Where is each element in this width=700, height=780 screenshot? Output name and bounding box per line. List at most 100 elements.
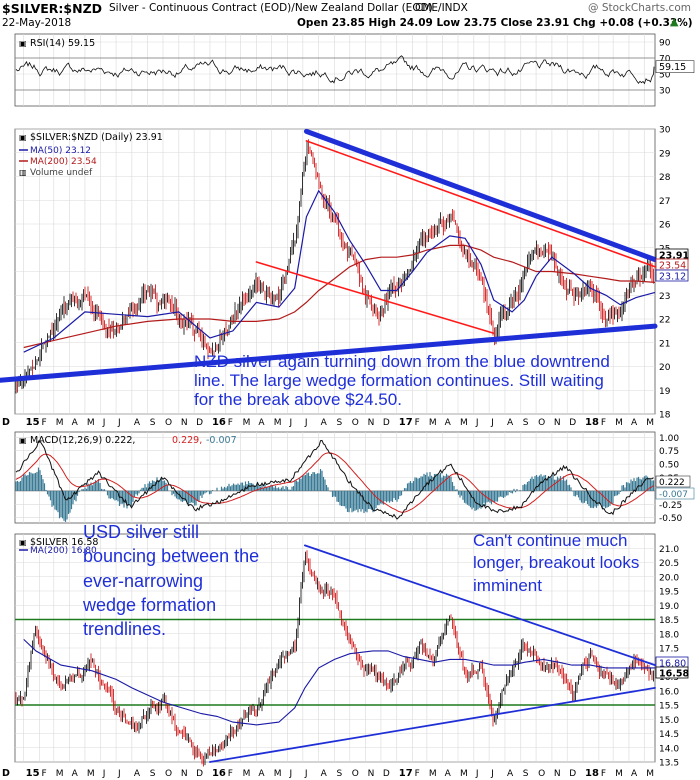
chart-labels: 3050709018192021222324252627282930-0.50-… bbox=[2, 38, 695, 779]
chart-marks bbox=[0, 55, 658, 767]
usd-tick-label: 14.5 bbox=[659, 730, 679, 740]
chart-date: 22-May-2018 bbox=[2, 17, 72, 29]
month-axis-label: M bbox=[87, 769, 95, 779]
month-axis-label: A bbox=[72, 769, 79, 779]
usd-ma200-legend: MA(200) 16.80 bbox=[30, 546, 97, 556]
breakout-annotation: Can't continue much longer, breakout loo… bbox=[473, 530, 639, 597]
price-tick-label: 26 bbox=[659, 221, 671, 231]
month-axis-label: 16 bbox=[212, 417, 226, 428]
month-axis-label: 18 bbox=[585, 417, 599, 428]
month-axis-label: N bbox=[554, 418, 561, 428]
month-axis-label: J bbox=[490, 769, 494, 779]
month-axis-label: A bbox=[134, 769, 141, 779]
month-axis-label: D bbox=[383, 769, 390, 779]
volume-legend-swatch: ▥ bbox=[19, 168, 27, 177]
month-axis-label: D bbox=[383, 418, 390, 428]
month-axis-label: J bbox=[102, 418, 106, 428]
usd-last-value-box bbox=[655, 666, 689, 679]
macd-hist-last-value: -0.007 bbox=[659, 490, 688, 500]
month-axis-label: 17 bbox=[399, 768, 413, 779]
month-axis-label: 17 bbox=[399, 417, 413, 428]
macd-hist-legend: -0.007 bbox=[206, 435, 237, 446]
month-axis-label: O bbox=[352, 418, 359, 428]
month-axis-label: N bbox=[181, 418, 188, 428]
chart-description: Silver - Continuous Contract (EOD)/New Z… bbox=[109, 2, 433, 14]
month-axis-label: O bbox=[352, 769, 359, 779]
month-axis-label: A bbox=[445, 769, 452, 779]
month-axis-label: F bbox=[601, 769, 606, 779]
macd-tick-label: 1.00 bbox=[659, 434, 679, 444]
month-axis-label: M bbox=[274, 769, 282, 779]
month-axis-label: J bbox=[304, 769, 308, 779]
month-axis-label: A bbox=[631, 418, 638, 428]
usd-tick-label: 16.0 bbox=[659, 687, 679, 697]
month-axis-label: 16 bbox=[212, 768, 226, 779]
month-axis-label: N bbox=[368, 418, 375, 428]
price-tick-label: 19 bbox=[659, 387, 671, 397]
nzd-last-value-label: 23.91 bbox=[659, 251, 689, 262]
month-axis-label: F bbox=[415, 418, 420, 428]
macd-legend-swatch: ▣ bbox=[19, 436, 27, 445]
macd-tick-label: 0.75 bbox=[659, 447, 679, 457]
usd-last-value-label: 16.58 bbox=[659, 669, 689, 680]
month-axis-label: M bbox=[646, 418, 654, 428]
nzd-annotation-line-1: NZD silver again turning down from the b… bbox=[194, 352, 610, 371]
month-axis-label: A bbox=[134, 418, 141, 428]
usd-annotation-line-3: ever-narrowing bbox=[83, 570, 204, 591]
nzd-ma50-legend: MA(50) 23.12 bbox=[30, 146, 91, 156]
month-axis-label: F bbox=[41, 769, 46, 779]
price-tick-label: 27 bbox=[659, 197, 670, 207]
rsi-tick-label: 90 bbox=[659, 39, 671, 49]
price-tick-label: 22 bbox=[659, 316, 670, 326]
usd-tick-label: 17.5 bbox=[659, 645, 679, 655]
month-axis-label: A bbox=[258, 418, 265, 428]
chart-symbol: $SILVER:$NZD bbox=[2, 1, 103, 16]
month-axis-label: M bbox=[615, 769, 623, 779]
month-axis-label: S bbox=[336, 418, 342, 428]
usd-legend-swatch: ▣ bbox=[19, 538, 27, 547]
usd-tick-label: 18.5 bbox=[659, 616, 679, 626]
month-axis-label: M bbox=[243, 769, 251, 779]
chart-exchange: CME/INDX bbox=[415, 2, 468, 14]
quote-summary: Open 23.85 High 24.09 Low 23.75 Close 23… bbox=[297, 17, 693, 29]
month-axis-label: D bbox=[196, 769, 203, 779]
nzd-last-value-box bbox=[655, 269, 689, 282]
axis-start-label: D bbox=[2, 768, 10, 779]
month-axis-label: A bbox=[445, 418, 452, 428]
month-axis-label: M bbox=[615, 418, 623, 428]
price-tick-label: 20 bbox=[659, 363, 671, 373]
usd-tick-label: 20.5 bbox=[659, 559, 679, 569]
nzd-ma200-legend: MA(200) 23.54 bbox=[30, 157, 97, 167]
month-axis-label: J bbox=[289, 418, 293, 428]
month-axis-label: F bbox=[601, 418, 606, 428]
usd-tick-label: 14.0 bbox=[659, 744, 679, 754]
month-axis-label: F bbox=[41, 418, 46, 428]
month-axis-label: J bbox=[117, 769, 121, 779]
volume-legend: Volume undef bbox=[30, 168, 93, 178]
price-tick-label: 29 bbox=[659, 149, 671, 159]
nzd-upper-blue-trendline bbox=[303, 128, 658, 263]
breakout-annotation-line-3: imminent bbox=[473, 575, 542, 595]
month-axis-label: O bbox=[165, 418, 172, 428]
price-tick-label: 23 bbox=[659, 292, 670, 302]
usd-tick-label: 19.0 bbox=[659, 602, 679, 612]
month-axis-label: F bbox=[228, 418, 233, 428]
month-axis-label: M bbox=[460, 418, 468, 428]
macd-tick-label: 0.50 bbox=[659, 461, 679, 471]
month-axis-label: N bbox=[181, 769, 188, 779]
nzd-last-value-label: 23.54 bbox=[659, 261, 686, 272]
price-tick-label: 30 bbox=[659, 126, 671, 136]
macd-last-value-box bbox=[655, 475, 691, 488]
month-axis-label: O bbox=[165, 769, 172, 779]
month-axis-label: A bbox=[507, 769, 514, 779]
month-axis-label: A bbox=[507, 418, 514, 428]
nzd-last-value-label: 23.12 bbox=[659, 272, 686, 283]
month-axis-label: S bbox=[336, 769, 342, 779]
month-axis-label: M bbox=[274, 418, 282, 428]
month-axis-label: 15 bbox=[26, 768, 40, 779]
nzd-legend-swatch: ▣ bbox=[19, 133, 27, 142]
rsi-tick-label: 70 bbox=[659, 55, 671, 65]
usd-legend-title: $SILVER 16.58 bbox=[30, 537, 98, 548]
breakout-annotation-line-1: Can't continue much bbox=[473, 531, 628, 550]
